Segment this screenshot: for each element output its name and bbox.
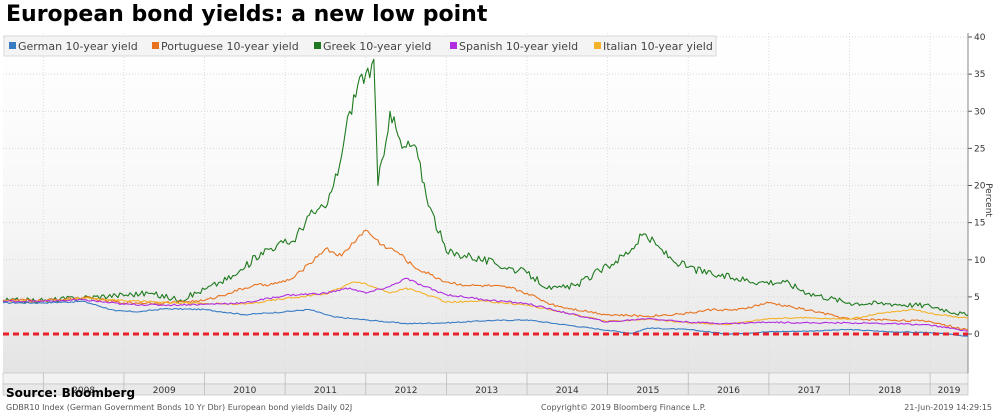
series-line-italian	[2, 281, 969, 326]
legend-swatch-german	[9, 42, 16, 49]
footer-copyright: Copyright© 2019 Bloomberg Finance L.P.	[541, 403, 706, 412]
series-line-portuguese	[2, 229, 969, 331]
y-tick-label: 10	[974, 256, 986, 266]
x-tick-label: 2015	[636, 386, 659, 396]
y-tick-label: 30	[974, 107, 986, 117]
x-axis-upper-band	[2, 372, 969, 385]
y-tick-label: 35	[974, 70, 985, 80]
x-tick-label: 2019	[938, 386, 961, 396]
y-axis-label: Percent	[983, 183, 993, 217]
x-tick-label: 2012	[395, 386, 418, 396]
legend: German 10-year yield Portuguese 10-year y…	[3, 35, 717, 57]
x-tick-label: 2009	[153, 386, 176, 396]
y-tick-label: 25	[974, 144, 985, 154]
legend-label-german: German 10-year yield	[18, 40, 138, 53]
x-tick-label: 2010	[233, 386, 256, 396]
legend-swatch-italian	[594, 42, 601, 49]
y-tick-label: 15	[974, 219, 985, 229]
y-tick-label: 5	[974, 293, 980, 303]
x-tick-label: 2014	[556, 386, 579, 396]
legend-label-spanish: Spanish 10-year yield	[459, 40, 578, 53]
y-tick-label: 20	[974, 182, 986, 192]
legend-box	[3, 35, 717, 57]
legend-swatch-spanish	[450, 42, 457, 49]
x-tick-label: 2008	[72, 386, 95, 396]
y-tick-label: 40	[974, 33, 986, 43]
x-tick-label: 2011	[314, 386, 337, 396]
series-line-german	[2, 300, 969, 337]
legend-swatch-portuguese	[152, 42, 159, 49]
source-label: Source: Bloomberg	[6, 386, 136, 400]
x-tick-label: 2013	[475, 386, 498, 396]
x-tick-label: 2016	[717, 386, 740, 396]
x-axis-lower-band	[2, 383, 969, 396]
x-axis-band: 2008 2009 2010 2011 2012 2013 2014 2015 2016 2017…	[2, 372, 969, 396]
x-tick-label: 2017	[798, 386, 821, 396]
footer-ticker: GDBR10 Index (German Government Bonds 10…	[6, 403, 353, 412]
plot-background	[3, 33, 968, 373]
legend-label-portuguese: Portuguese 10-year yield	[161, 40, 299, 53]
x-tick-label: 2018	[878, 386, 901, 396]
footer-timestamp: 21-Jun-2019 14:29:15	[904, 403, 992, 412]
series-group	[2, 58, 969, 337]
chart-title: European bond yields: a new low point	[6, 2, 488, 27]
legend-label-greek: Greek 10-year yield	[323, 40, 431, 53]
series-line-spanish	[2, 277, 969, 332]
legend-swatch-greek	[314, 42, 321, 49]
y-axis: 0 5 10 15 20 25 30 35 40	[967, 33, 986, 373]
legend-label-italian: Italian 10-year yield	[603, 40, 713, 53]
series-line-greek	[2, 58, 969, 316]
y-tick-label: 0	[974, 330, 980, 340]
